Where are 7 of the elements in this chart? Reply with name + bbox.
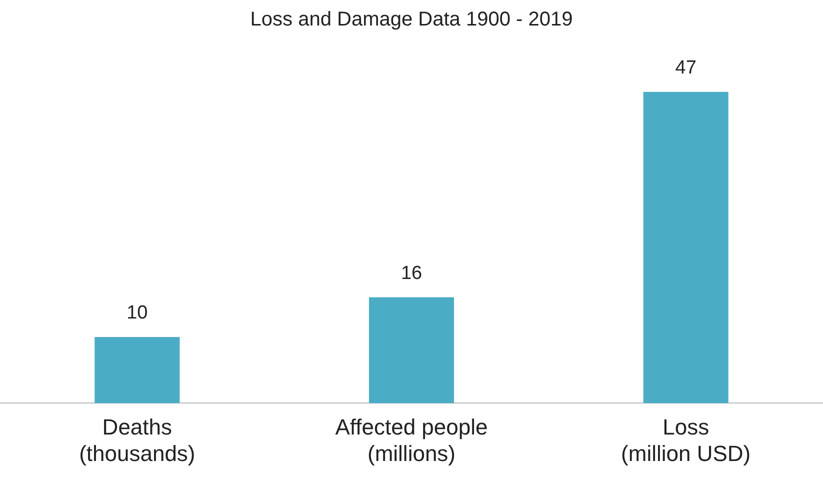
data-label: 47 bbox=[675, 58, 696, 79]
data-label: 10 bbox=[126, 302, 148, 324]
x-tick-label: Deaths (thousands) bbox=[79, 414, 196, 466]
x-tick-label: Affected people (millions) bbox=[335, 414, 488, 466]
x-tick-label: Loss (million USD) bbox=[621, 414, 751, 466]
data-label: 16 bbox=[400, 262, 422, 284]
chart-title: Loss and Damage Data 1900 - 2019 bbox=[250, 8, 573, 31]
